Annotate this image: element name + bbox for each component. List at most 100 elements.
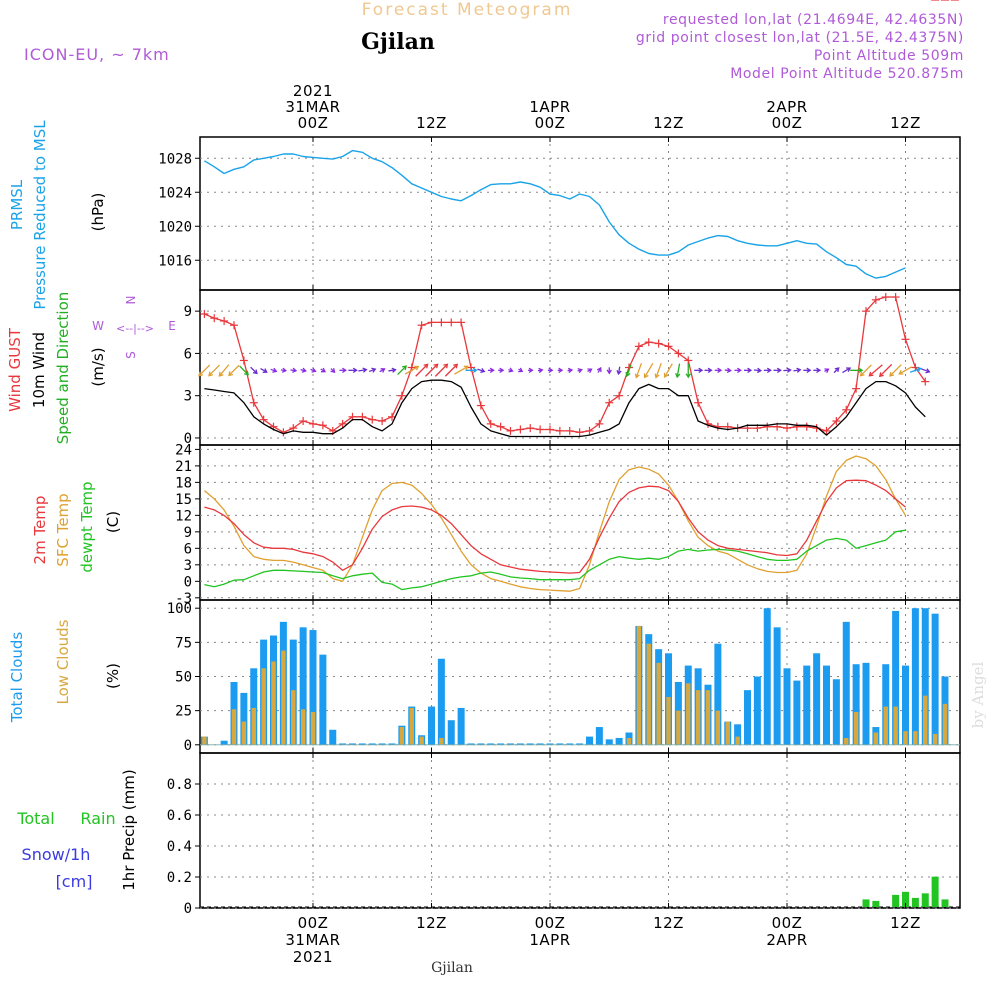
wind-arrow-head bbox=[252, 369, 258, 375]
total-cloud-bar bbox=[447, 720, 455, 745]
total-cloud-bar bbox=[803, 665, 811, 745]
total-cloud-bar bbox=[773, 627, 781, 745]
wind-arrow-head bbox=[414, 365, 420, 371]
total-cloud-bar bbox=[793, 680, 801, 745]
low-cloud-bar bbox=[251, 707, 256, 745]
compass-rose-icon: W E <--|--> N S bbox=[92, 296, 176, 359]
axis-labels: 10161020102410280369-3036912151821240255… bbox=[158, 82, 920, 966]
low-cloud-bar bbox=[893, 706, 898, 745]
total-cloud-bar bbox=[753, 676, 761, 745]
wind-arrow-head bbox=[218, 371, 224, 377]
temp-unit: (C) bbox=[104, 511, 122, 533]
low-cloud-bar bbox=[439, 737, 444, 745]
requested-coords: requested lon,lat (21.4694E, 42.4635N) bbox=[663, 12, 964, 28]
low-cloud-bar bbox=[932, 733, 938, 745]
temp2m-line bbox=[204, 479, 906, 574]
location-title: Gjilan bbox=[361, 29, 435, 55]
total-cloud-bar bbox=[319, 654, 327, 745]
svg-text:N: N bbox=[124, 296, 138, 305]
wind-arrow-head bbox=[463, 365, 469, 371]
total-cloud-bar bbox=[477, 743, 485, 745]
total-cloud-bar bbox=[902, 665, 909, 745]
bottom-time-label: 12Z bbox=[416, 914, 447, 932]
low-cloud-bar bbox=[271, 661, 276, 745]
model-label: ICON-EU, ~ 7km bbox=[24, 45, 170, 64]
dewpt-line bbox=[204, 529, 906, 591]
cloud-panel bbox=[200, 608, 960, 746]
wind-arrow-head bbox=[272, 367, 278, 373]
y-tick-label: 0 bbox=[184, 431, 192, 447]
wind-arrow bbox=[415, 363, 429, 377]
low-cloud-bar bbox=[903, 731, 908, 745]
low-cloud-bar bbox=[261, 668, 266, 745]
total-cloud-bar bbox=[497, 743, 505, 745]
wind-arrow bbox=[397, 365, 407, 376]
wind-arrow-head bbox=[453, 363, 459, 369]
total-cloud-bar bbox=[882, 664, 890, 745]
y-tick-label: 15 bbox=[175, 492, 192, 508]
wind-arrow-head bbox=[311, 367, 317, 373]
total-cloud-bar bbox=[842, 621, 850, 745]
wind-arrow bbox=[889, 364, 902, 377]
rain-bar bbox=[892, 894, 900, 907]
bottom-time-label: 00Z bbox=[535, 914, 566, 932]
wind-arrow-head bbox=[198, 371, 204, 377]
y-tick-label: 12 bbox=[175, 508, 192, 524]
wind-arrow-head bbox=[625, 371, 631, 378]
wind-arrow bbox=[879, 363, 893, 377]
precip-unit: 1hr Precip (mm) bbox=[120, 769, 138, 890]
bottom-time-label: 2APR bbox=[766, 931, 807, 949]
low-cloud-bar bbox=[310, 712, 316, 745]
wind-arrow-head bbox=[766, 367, 772, 374]
total-cloud-bar bbox=[388, 743, 396, 745]
y-tick-label: 21 bbox=[175, 459, 192, 475]
low-cloud-bar bbox=[409, 707, 414, 745]
bottom-time-label: 31MAR bbox=[285, 931, 340, 949]
wind-arrow bbox=[434, 363, 448, 377]
low-cloud-bar bbox=[676, 710, 681, 745]
total-cloud-bar bbox=[437, 658, 445, 745]
wind-arrow bbox=[842, 367, 851, 374]
y-tick-label: 0 bbox=[184, 574, 192, 590]
top-time-label: 12Z bbox=[416, 114, 447, 132]
wind-unit: (m/s) bbox=[89, 347, 107, 386]
wind-arrow bbox=[676, 363, 681, 378]
wind-arrow-head bbox=[878, 372, 884, 378]
total-cloud-bar bbox=[358, 743, 366, 745]
wind-arrow bbox=[644, 362, 654, 378]
low-cloud-bar bbox=[873, 732, 879, 745]
snow-unit-label: [cm] bbox=[56, 872, 93, 891]
wind-arrow bbox=[655, 362, 662, 378]
wind-arrow bbox=[617, 366, 621, 374]
low-cloud-bar bbox=[281, 650, 286, 745]
wind-arrow-head bbox=[380, 368, 386, 373]
y-tick-label: 25 bbox=[175, 704, 192, 720]
wind-arrow bbox=[869, 364, 883, 377]
y-tick-label: -3 bbox=[175, 591, 192, 607]
y-tick-label: 100 bbox=[167, 601, 192, 617]
total-cloud-bar bbox=[734, 724, 742, 745]
bottom-time-label: 00Z bbox=[298, 914, 329, 932]
panel-frames bbox=[199, 136, 961, 909]
wind-direction-label: Speed and Direction bbox=[54, 292, 72, 445]
wind-arrow-head bbox=[244, 370, 249, 376]
sfc-temp-label: SFC Temp bbox=[54, 493, 72, 566]
wind-arrow-head bbox=[868, 371, 874, 377]
low-cloud-bar bbox=[686, 683, 691, 745]
top-time-label: 00Z bbox=[772, 114, 803, 132]
low-cloud-bar bbox=[636, 625, 642, 745]
low-cloud-bar bbox=[923, 695, 928, 745]
wind-arrow-head bbox=[726, 367, 732, 373]
wind-arrow-head bbox=[472, 367, 478, 374]
watermark: by Angel bbox=[969, 661, 987, 728]
wind-arrow-head bbox=[558, 367, 564, 374]
wind-arrow-head bbox=[747, 367, 753, 374]
wind-arrow-head bbox=[596, 366, 602, 373]
total-cloud-bar bbox=[378, 743, 386, 745]
point-altitude: Point Altitude 509m bbox=[814, 48, 964, 64]
wind-arrow-head bbox=[806, 367, 812, 374]
wind-arrow-head bbox=[663, 372, 669, 378]
panel-frame bbox=[199, 136, 961, 291]
wind-arrow-head bbox=[925, 368, 931, 374]
